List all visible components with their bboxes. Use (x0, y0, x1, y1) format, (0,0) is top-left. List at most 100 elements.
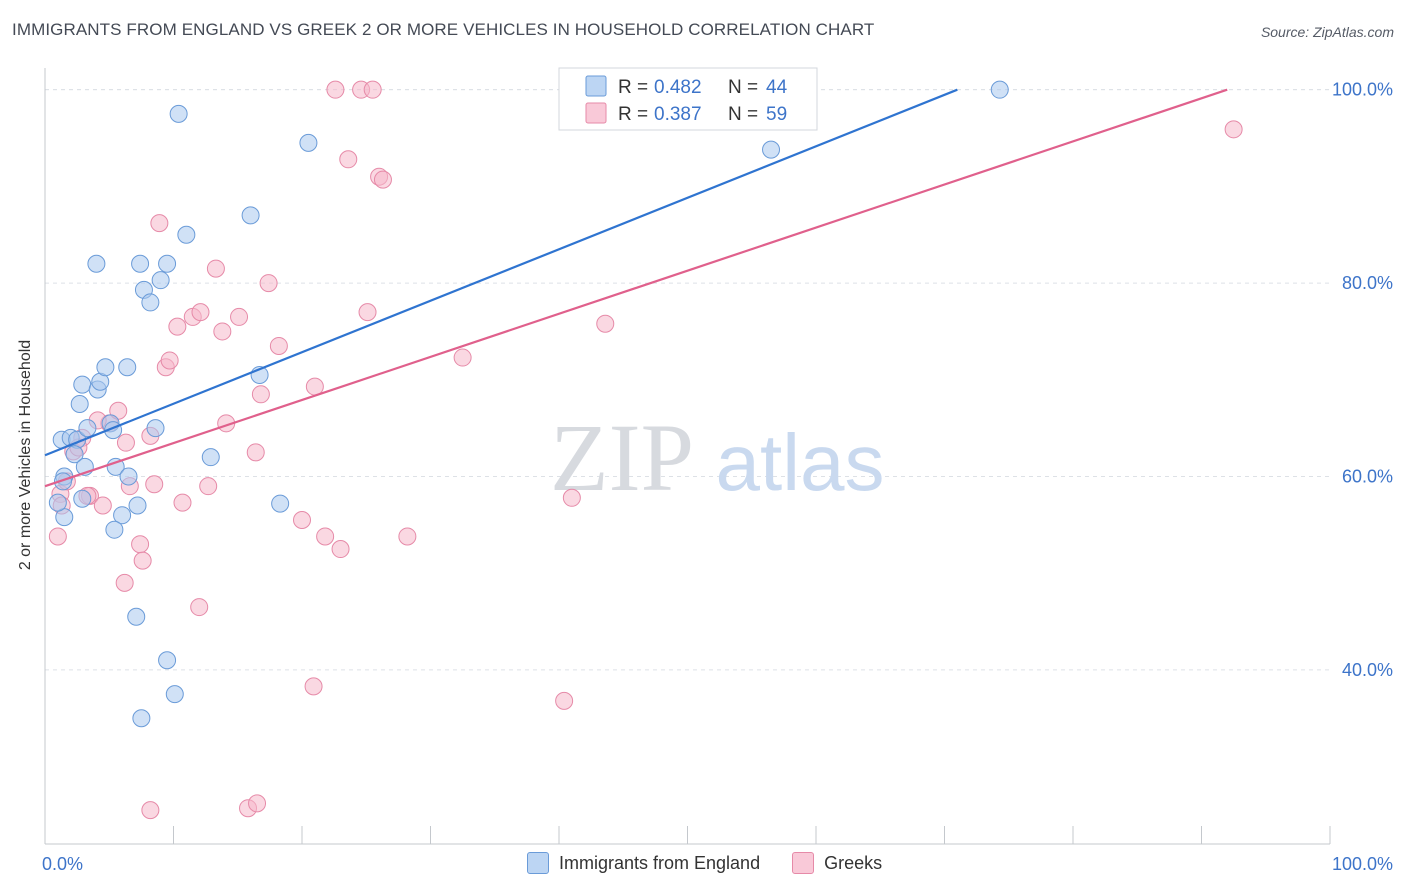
england-point-6 (70, 394, 89, 413)
gridlines (45, 89, 1330, 671)
greeks-point-51 (304, 677, 323, 696)
england-point-26 (169, 104, 188, 123)
series-england-points (48, 80, 1009, 728)
england-point-27 (177, 225, 196, 244)
legend-swatch-greeks (792, 852, 815, 874)
stats-swatch-england (585, 75, 607, 97)
y-axis-label: 2 or more Vehicles in Household (17, 339, 34, 571)
trend-lines (44, 88, 1228, 488)
england-point-32 (299, 133, 318, 152)
greeks-point-14 (145, 475, 164, 494)
stats-n-value-greeks: 59 (766, 104, 787, 125)
greeks-point-36 (339, 150, 358, 169)
y-tick-label-60: 60.0% (1342, 467, 1393, 487)
greeks-point-45 (596, 314, 615, 333)
greeks-point-27 (246, 443, 265, 462)
greeks-point-11 (131, 535, 150, 554)
england-point-29 (241, 206, 260, 225)
greeks-point-0 (48, 527, 67, 546)
england-point-31 (271, 494, 290, 513)
england-point-25 (158, 254, 177, 273)
england-point-40 (132, 709, 151, 728)
stats-r-label-2: R = (618, 104, 648, 125)
greeks-point-28 (251, 385, 270, 404)
legend-item-greeks: Greeks (792, 852, 882, 874)
england-point-22 (141, 293, 160, 312)
stats-n-label-1: N = (728, 77, 758, 98)
stats-r-value-england: 0.482 (654, 77, 702, 98)
axes (44, 68, 1331, 845)
england-point-2 (53, 472, 72, 491)
greeks-point-21 (191, 303, 210, 322)
chart-title: IMMIGRANTS FROM ENGLAND VS GREEK 2 OR MO… (12, 20, 875, 39)
england-point-33 (87, 254, 106, 273)
y-tick-label-40: 40.0% (1342, 660, 1393, 680)
stats-swatch-greeks (585, 102, 607, 124)
tick-labels: 40.0% 60.0% 80.0% 100.0% 0.0% 100.0% (42, 80, 1393, 874)
england-point-24 (151, 271, 170, 290)
england-point-23 (146, 419, 165, 438)
england-point-9 (78, 419, 97, 438)
england-point-16 (113, 506, 132, 525)
greeks-point-18 (168, 317, 187, 336)
greeks-point-42 (398, 527, 417, 546)
stats-n-value-england: 44 (766, 77, 788, 98)
england-point-28 (201, 448, 220, 467)
england-point-39 (165, 685, 184, 704)
england-point-5 (65, 445, 84, 464)
legend-item-england: Immigrants from England (527, 852, 760, 874)
x-tick-label-0: 0.0% (42, 854, 83, 874)
series-greeks-points (48, 80, 1243, 820)
greeks-point-6 (93, 496, 112, 515)
england-point-38 (158, 651, 177, 670)
legend-label-england: Immigrants from England (559, 852, 761, 873)
stats-r-label-1: R = (618, 77, 648, 98)
greeks-trend-line (44, 88, 1228, 488)
greeks-point-23 (206, 259, 225, 278)
england-point-7 (73, 375, 92, 394)
england-point-17 (118, 358, 137, 377)
stats-legend-box: R = 0.482 N = 44 R = 0.387 N = 59 (558, 67, 818, 131)
england-point-41 (990, 80, 1009, 99)
greeks-point-50 (248, 794, 267, 813)
x-tick-label-100: 100.0% (1332, 854, 1393, 874)
chart-legend: Immigrants from England Greeks (527, 852, 914, 874)
england-point-20 (131, 254, 150, 273)
greeks-point-41 (373, 170, 392, 189)
greeks-point-35 (331, 540, 350, 559)
greeks-point-26 (230, 307, 249, 326)
legend-label-greeks: Greeks (824, 852, 883, 873)
england-trend-line (44, 88, 958, 457)
england-point-36 (105, 520, 124, 539)
stats-n-label-2: N = (728, 104, 758, 125)
greeks-point-39 (358, 303, 377, 322)
greeks-point-54 (190, 598, 209, 617)
y-tick-label-100: 100.0% (1332, 80, 1393, 100)
y-tick-label-80: 80.0% (1342, 273, 1393, 293)
england-point-37 (127, 607, 146, 626)
greeks-point-24 (213, 322, 232, 341)
greeks-point-22 (199, 477, 218, 496)
greeks-point-9 (116, 433, 135, 452)
greeks-point-12 (133, 551, 152, 570)
greeks-point-52 (555, 691, 574, 710)
greeks-point-15 (150, 214, 169, 233)
greeks-point-33 (316, 527, 335, 546)
england-point-18 (119, 467, 138, 486)
watermark: ZIP atlas (550, 404, 884, 511)
legend-swatch-england (527, 852, 549, 874)
stats-r-value-greeks: 0.387 (654, 104, 702, 125)
england-point-43 (48, 493, 67, 512)
greeks-point-30 (269, 336, 288, 355)
greeks-point-38 (363, 80, 382, 99)
greeks-point-53 (115, 573, 134, 592)
greeks-point-19 (173, 493, 192, 512)
greeks-point-31 (293, 511, 311, 530)
england-point-15 (106, 457, 125, 476)
greeks-point-44 (562, 488, 581, 507)
source-label: Source: ZipAtlas.com (1260, 24, 1394, 40)
greeks-point-47 (1224, 120, 1243, 139)
england-point-42 (762, 140, 781, 159)
watermark-atlas: atlas (716, 418, 885, 507)
